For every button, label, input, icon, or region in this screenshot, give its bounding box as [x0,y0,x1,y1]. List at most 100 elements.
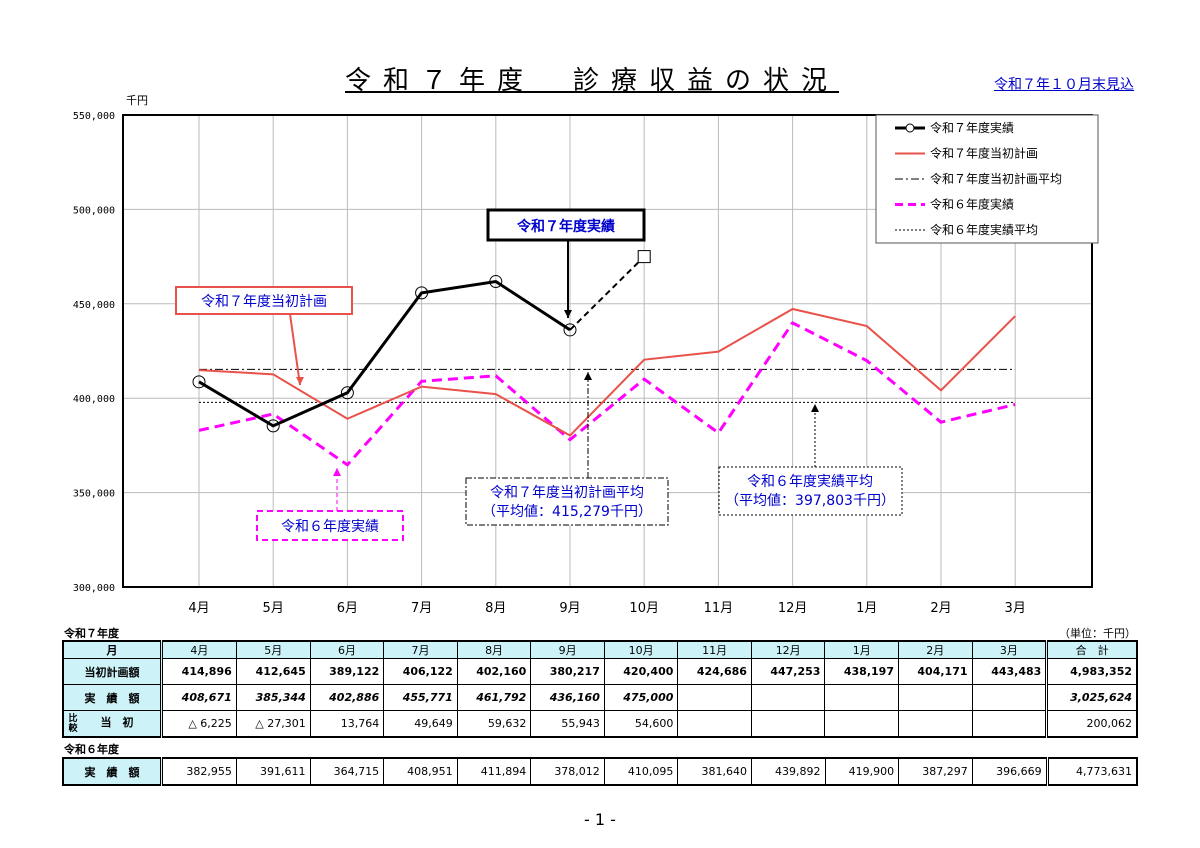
table-row: 当初計画額 414,896 412,645 389,122 406,122 402,160… [62,658,1138,685]
y-tick-label: 450,000 [73,300,115,311]
r7-actual-point [192,375,206,389]
annotation-prev-avg-value: （平均値：397,803千円） [725,493,895,509]
table-cell: 404,171 [897,658,973,685]
table-cell [897,684,973,711]
table-cell: 54,600 [603,710,679,738]
annotation-prev-arrow-head [333,468,341,476]
annotation-plan-box [175,286,353,315]
r7-actual-point [415,286,429,300]
table-cell: 414,896 [161,658,237,685]
x-tick-label: 12月 [778,601,808,616]
table-cell: 439,892 [750,757,826,786]
table-cell: 438,197 [824,658,899,685]
table-cell: 447,253 [750,658,826,685]
table-cell: 59,632 [456,710,532,738]
legend-label: 令和７年度実績 [930,120,1014,135]
annotation-plan-avg-text: 令和７年度当初計画平均 [490,484,644,501]
table-cell: 55,943 [530,710,605,738]
table-cell: 381,640 [677,757,752,786]
x-tick-label: 10月 [629,601,659,616]
table-cell: 387,297 [898,757,973,786]
chart-unit-label: 千円 [126,94,148,107]
annotation-plan-avg-value: （平均値：415,279千円） [482,504,652,520]
column-header: 8月 [456,640,532,659]
as-of-label: 令和７年１０月末見込 [994,77,1134,93]
x-tick-label: 1月 [856,601,877,616]
x-tick-label: 4月 [188,601,209,616]
table-cell: 4,773,631 [1045,757,1138,786]
table-cell [750,710,826,738]
row-label: 当 初 [100,715,134,729]
column-header: 2月 [897,640,973,659]
annotation-prev-avg-box [718,466,903,516]
r7-actual-point [266,419,280,433]
r6-table: 実 績 額 382,955 391,611 364,715 408,951 411,894… [62,757,1138,786]
y-tick-label: 300,000 [73,583,115,594]
row-header: 実 績 額 [62,684,163,711]
annotation-plan-avg-arrow-head [584,372,592,380]
legend-label: 令和６年度実績平均 [930,222,1038,237]
table-cell: 408,951 [383,757,458,786]
legend-label: 令和７年度当初計画平均 [930,171,1062,186]
r7-actual-line [198,279,571,428]
annotation-actual-box [486,208,646,242]
header-row: 月 4月 5月 6月 7月 8月 9月 10月 11月 12月 1月 2月 3月合 計 [62,640,1138,659]
column-header: 9月 [530,640,605,659]
annotation-prev-text: 令和６年度実績 [281,519,379,535]
column-header: 10月 [603,640,679,659]
x-tick-label: 2月 [930,601,951,616]
row-side-label: 比較 [68,713,78,734]
table-cell: 49,649 [383,710,458,738]
table-cell [897,710,973,738]
table-cell [824,710,899,738]
y-tick-label: 400,000 [73,394,115,405]
table-cell: 406,122 [383,658,458,685]
x-tick-label: 3月 [1005,601,1026,616]
table-cell: 410,095 [603,757,679,786]
column-header: 合 計 [1045,640,1138,659]
table-cell: 4,983,352 [1045,658,1138,685]
table-cell: 436,160 [530,684,605,711]
page-title: 令和７年度 診療収益の状況 [345,66,840,96]
annotation-plan-text: 令和７年度当初計画 [201,293,327,310]
row-header: 比較 当 初 [62,710,163,738]
annotation-plan-avg-box [465,477,669,526]
y-tick-label: 350,000 [73,489,115,500]
page-number: - 1 - [584,810,616,829]
table-cell: 402,160 [456,658,532,685]
column-header: 5月 [235,640,311,659]
table-cell: 402,886 [309,684,385,711]
annotation-prev-avg-text: 令和６年度実績平均 [747,474,873,490]
table-cell: 412,645 [235,658,311,685]
table-cell: 382,955 [161,757,237,786]
annotation-prev-box [256,510,404,541]
r7-actual-point [489,275,503,289]
column-header: 12月 [750,640,826,659]
annotation-actual-text: 令和７年度実績 [516,218,615,235]
table-cell: 461,792 [456,684,532,711]
table-cell: 475,000 [603,684,679,711]
column-header: 11月 [677,640,752,659]
r7-plan-line [198,307,1016,437]
table-cell: 13,764 [309,710,385,738]
table-cell: 411,894 [456,757,532,786]
table-cell: △ 6,225 [161,710,237,738]
table-cell [677,710,752,738]
y-tick-label: 500,000 [73,205,115,216]
annotation-plan-arrow-head [296,377,304,385]
row-header: 当初計画額 [62,658,163,685]
x-tick-label: 8月 [485,601,506,616]
table-cell: △ 27,301 [235,710,311,738]
legend-marker [905,123,915,133]
y-tick-label: 550,000 [73,111,115,122]
table-cell [971,710,1048,738]
table-cell: 424,686 [677,658,752,685]
table-row: 実 績 額 382,955 391,611 364,715 408,951 411,894… [62,757,1138,786]
plot-area [122,114,1093,588]
table-cell: 443,483 [971,658,1048,685]
table-cell [677,684,752,711]
r6-table-label: 令和６年度 [64,743,119,756]
r7-forecast-line [569,255,645,331]
r7-table-label: 令和７年度 [64,627,119,640]
